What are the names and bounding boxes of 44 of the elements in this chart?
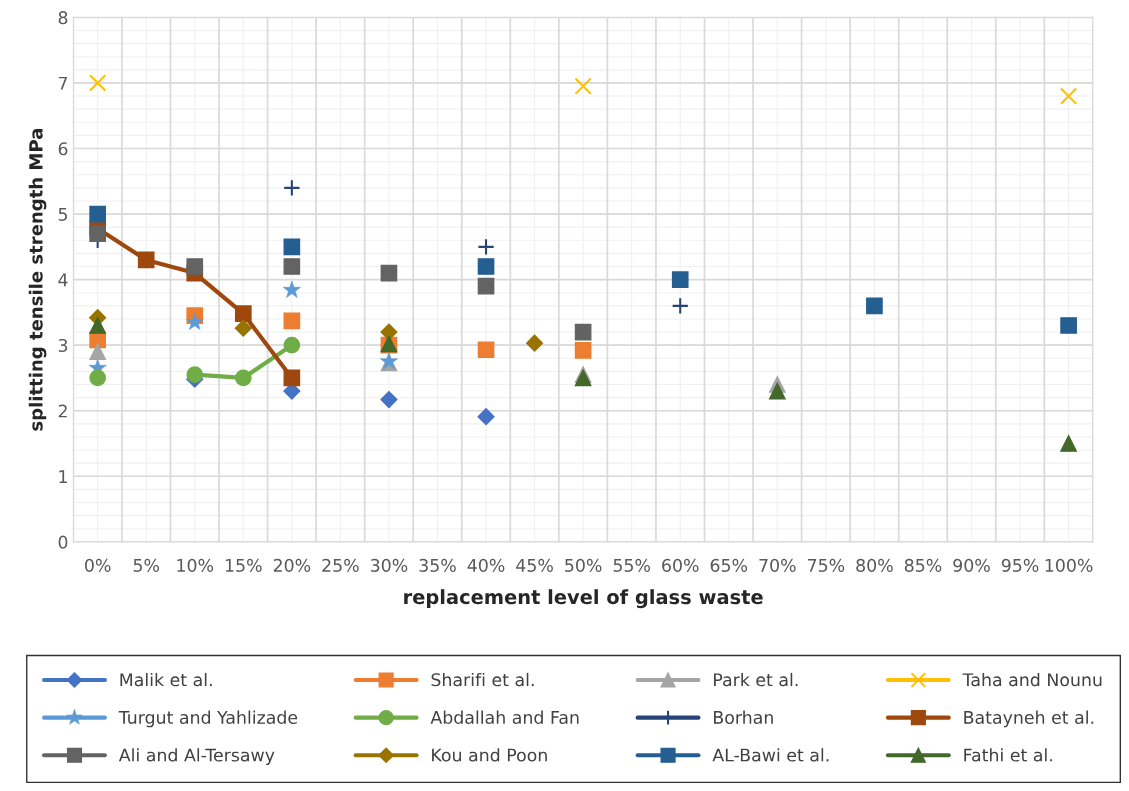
x-tick-label: 85%: [904, 558, 942, 572]
x-tick-label: 25%: [322, 558, 359, 572]
x-tick-label: 20%: [273, 558, 311, 572]
legend-label: Taha and Nounu: [962, 672, 1102, 687]
x-tick-label: 55%: [613, 558, 651, 572]
y-tick-label: 1: [59, 470, 67, 483]
legend-label: Abdallah and Fan: [430, 710, 579, 724]
legend-label: AL-Bawi et al.: [712, 748, 829, 762]
y-tick-label: 0: [58, 535, 68, 549]
x-tick-label: 10%: [177, 558, 214, 572]
x-tick-label: 15%: [225, 558, 262, 572]
legend-label: Fathi et al.: [964, 748, 1052, 762]
x-tick-label: 45%: [516, 558, 553, 572]
y-tick-label: 3: [58, 338, 68, 353]
x-tick-label: 65%: [710, 558, 748, 572]
x-axis-title: replacement level of glass waste: [404, 589, 763, 609]
x-tick-label: 5%: [133, 558, 160, 572]
y-tick-label: 8: [58, 11, 68, 25]
x-tick-label: 50%: [565, 558, 602, 572]
legend-label: Borhan: [714, 710, 773, 724]
legend-label: Turgut and Yahlizade: [118, 710, 298, 728]
legend-label: Batayneh et al.: [964, 710, 1094, 728]
x-tick-label: 0%: [85, 558, 111, 572]
y-tick-label: 6: [58, 142, 68, 156]
legend-label: Ali and Al-Tersawy: [118, 748, 275, 765]
x-tick-label: 30%: [370, 558, 408, 572]
y-axis-title: splitting tensile strength MPa: [28, 129, 47, 431]
x-tick-label: 40%: [467, 558, 505, 572]
legend-label: Kou and Poon: [432, 748, 547, 762]
x-tick-label: 95%: [1001, 558, 1039, 572]
x-tick-label: 75%: [807, 558, 845, 572]
legend-label: Malik et al.: [120, 672, 212, 687]
y-tick-label: 7: [58, 76, 68, 90]
x-tick-label: 100%: [1045, 558, 1093, 572]
legend-label: Sharifi et al.: [431, 672, 534, 687]
x-tick-label: 60%: [662, 558, 699, 572]
x-tick-label: 90%: [953, 558, 990, 572]
y-tick-label: 5: [58, 208, 68, 221]
x-tick-label: 70%: [759, 558, 796, 572]
y-tick-label: 2: [58, 404, 67, 418]
legend-label: Park et al.: [714, 672, 798, 687]
x-tick-label: 35%: [419, 558, 456, 572]
x-tick-label: 80%: [856, 558, 893, 572]
y-tick-label: 4: [58, 273, 68, 287]
